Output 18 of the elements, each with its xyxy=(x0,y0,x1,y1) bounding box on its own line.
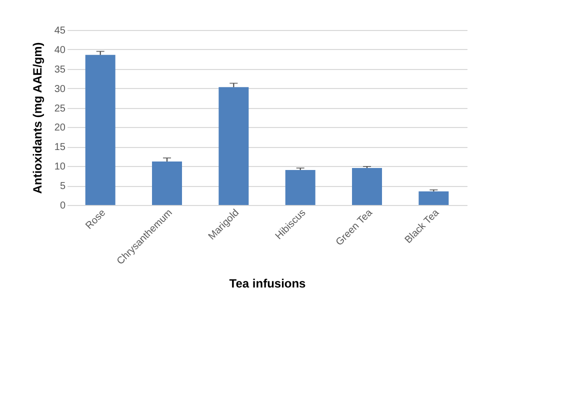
bar xyxy=(85,54,116,205)
y-tick-label: 25 xyxy=(54,103,66,114)
y-tick-label: 40 xyxy=(54,44,66,56)
bar xyxy=(218,87,249,205)
y-tick-label: 20 xyxy=(54,122,66,134)
bar xyxy=(418,191,449,205)
y-tick-label: 15 xyxy=(54,142,66,154)
y-tick-label: 35 xyxy=(54,64,66,76)
y-tick-label: 0 xyxy=(60,200,66,212)
y-tick-label: 30 xyxy=(54,84,66,95)
bar xyxy=(285,170,316,205)
bar xyxy=(152,161,182,205)
bar xyxy=(352,168,382,205)
y-tick-label: 5 xyxy=(60,181,66,192)
y-axis-title: Antioxidants (mg AAE/gm) xyxy=(30,42,44,194)
y-tick-label: 10 xyxy=(54,162,66,173)
y-tick-label: 45 xyxy=(54,26,66,36)
x-axis-title: Tea infusions xyxy=(229,276,306,290)
